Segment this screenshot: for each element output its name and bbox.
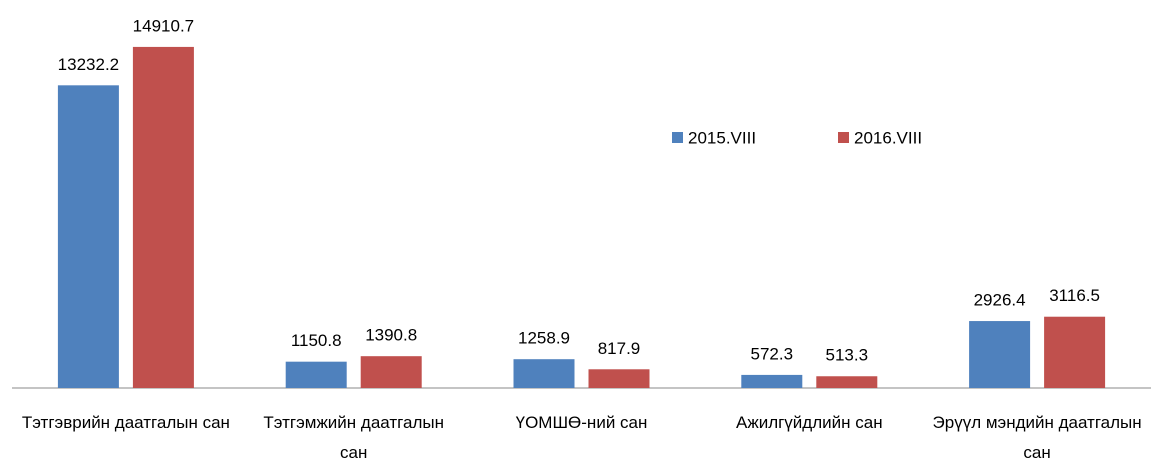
data-label: 2926.4 — [974, 291, 1026, 310]
bar — [57, 85, 119, 389]
legend-swatch — [838, 132, 849, 143]
bar — [1044, 316, 1106, 388]
x-tick-label: Тэтгэмжийн даатгалын сан — [263, 413, 444, 462]
x-tick-label: Ажилгүйдлийн сан — [735, 413, 883, 432]
bar — [816, 376, 878, 388]
legend-label: 2016.VIII — [854, 128, 922, 147]
data-label: 13232.2 — [58, 55, 119, 74]
bar — [513, 359, 575, 388]
legend-label: 2015.VIII — [688, 128, 756, 147]
x-tick-label: Тэтгэврийн даатгалын сан — [21, 413, 230, 432]
data-label: 1150.8 — [291, 331, 342, 350]
bar — [588, 369, 650, 388]
bar — [360, 356, 422, 388]
data-label: 572.3 — [751, 344, 794, 363]
legend-swatch — [672, 132, 683, 143]
data-label: 817.9 — [598, 339, 641, 358]
bar — [285, 361, 347, 388]
data-label: 513.3 — [826, 346, 869, 365]
x-tick-label: ҮОМШӨ-ний сан — [515, 413, 648, 432]
x-tick-label: Эрүүл мэндийн даатгалын сан — [932, 413, 1142, 462]
bar — [969, 321, 1031, 388]
bar — [741, 374, 803, 388]
data-label: 3116.5 — [1049, 286, 1100, 305]
data-label: 1258.9 — [518, 329, 570, 348]
data-label: 14910.7 — [133, 16, 194, 35]
data-label: 1390.8 — [365, 326, 417, 345]
bar — [132, 46, 194, 389]
